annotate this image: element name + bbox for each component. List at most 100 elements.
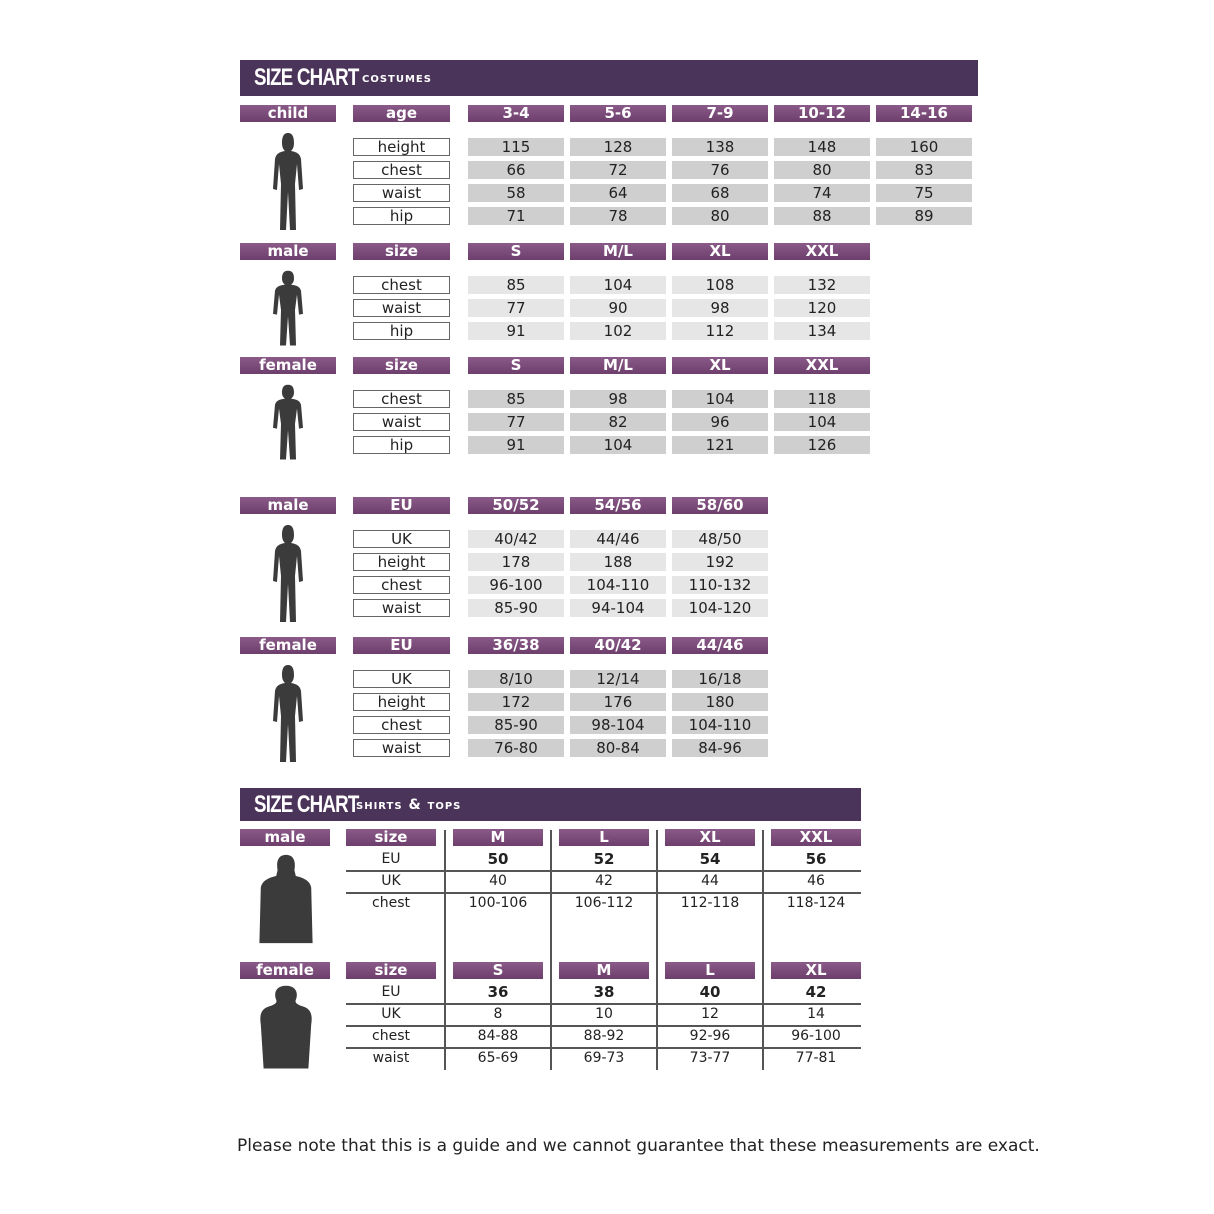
measurement-label: chest	[372, 1028, 410, 1044]
value-cell: 188	[570, 553, 666, 571]
value-cell: 192	[672, 553, 768, 571]
value-cell: 82	[570, 413, 666, 431]
row-divider	[346, 892, 861, 894]
measurement-label: waist	[372, 1050, 410, 1066]
measurement-label: UK	[353, 530, 450, 548]
key-label: size	[353, 357, 450, 374]
value-cell: 71	[468, 207, 564, 225]
male-silhouette-icon	[273, 525, 303, 622]
value-cell: 46	[807, 873, 825, 889]
size-column-header: 14-16	[876, 105, 972, 122]
value-cell: 88	[774, 207, 870, 225]
value-cell: 180	[672, 693, 768, 711]
value-cell: 115	[468, 138, 564, 156]
value-cell: 104	[570, 436, 666, 454]
measurement-label: height	[353, 138, 450, 156]
size-column-header: L	[559, 829, 649, 846]
measurement-label: hip	[353, 322, 450, 340]
group-label: male	[240, 829, 330, 846]
value-cell: 126	[774, 436, 870, 454]
value-cell: 112	[672, 322, 768, 340]
size-column-header: S	[468, 357, 564, 374]
value-cell: 65-69	[477, 1050, 519, 1066]
value-cell: 68	[672, 184, 768, 202]
value-cell: 38	[593, 983, 615, 1001]
size-column-header: XXL	[774, 357, 870, 374]
value-cell: 75	[876, 184, 972, 202]
row-divider	[346, 1047, 861, 1049]
size-column-header: 44/46	[672, 637, 768, 654]
size-column-header: M/L	[570, 357, 666, 374]
value-cell: 8	[493, 1006, 503, 1022]
value-cell: 77	[468, 299, 564, 317]
value-cell: 98	[570, 390, 666, 408]
value-cell: 134	[774, 322, 870, 340]
value-cell: 80-84	[570, 739, 666, 757]
value-cell: 50	[487, 850, 509, 868]
value-cell: 44/46	[570, 530, 666, 548]
value-cell: 80	[774, 161, 870, 179]
value-cell: 77-81	[795, 1050, 837, 1066]
value-cell: 172	[468, 693, 564, 711]
value-cell: 96-100	[468, 576, 564, 594]
measurement-label: EU	[381, 984, 401, 1000]
value-cell: 54	[699, 850, 721, 868]
value-cell: 104	[672, 390, 768, 408]
value-cell: 104	[570, 276, 666, 294]
value-cell: 84-88	[477, 1028, 519, 1044]
value-cell: 73-77	[689, 1050, 731, 1066]
size-column-header: XXL	[771, 829, 861, 846]
value-cell: 118-124	[786, 895, 846, 911]
size-column-header: M/L	[570, 243, 666, 260]
measurement-label: hip	[353, 436, 450, 454]
value-cell: 104	[774, 413, 870, 431]
size-column-header: 50/52	[468, 497, 564, 514]
size-column-header: 10-12	[774, 105, 870, 122]
value-cell: 104-110	[672, 716, 768, 734]
disclaimer: Please note that this is a guide and we …	[237, 1136, 1040, 1156]
size-column-header: 58/60	[672, 497, 768, 514]
value-cell: 94-104	[570, 599, 666, 617]
group-label: female	[240, 637, 336, 654]
key-label: size	[346, 962, 436, 979]
size-column-header: S	[453, 962, 543, 979]
group-label: female	[240, 357, 336, 374]
value-cell: 12/14	[570, 670, 666, 688]
value-cell: 90	[570, 299, 666, 317]
size-column-header: 54/56	[570, 497, 666, 514]
measurement-label: chest	[372, 895, 410, 911]
column-divider	[762, 830, 764, 1070]
row-divider	[346, 1025, 861, 1027]
value-cell: 12	[701, 1006, 719, 1022]
value-cell: 148	[774, 138, 870, 156]
value-cell: 76-80	[468, 739, 564, 757]
size-column-header: 7-9	[672, 105, 768, 122]
key-label: size	[346, 829, 436, 846]
value-cell: 121	[672, 436, 768, 454]
value-cell: 106-112	[574, 895, 634, 911]
size-column-header: XXL	[774, 243, 870, 260]
value-cell: 108	[672, 276, 768, 294]
value-cell: 8/10	[468, 670, 564, 688]
key-label: EU	[353, 497, 450, 514]
measurement-label: waist	[353, 739, 450, 757]
value-cell: 85-90	[468, 599, 564, 617]
measurement-label: hip	[353, 207, 450, 225]
measurement-label: chest	[353, 161, 450, 179]
value-cell: 85	[468, 390, 564, 408]
value-cell: 118	[774, 390, 870, 408]
value-cell: 83	[876, 161, 972, 179]
value-cell: 96	[672, 413, 768, 431]
value-cell: 100-106	[468, 895, 528, 911]
value-cell: 56	[805, 850, 827, 868]
value-cell: 42	[805, 983, 827, 1001]
size-column-header: XL	[665, 829, 755, 846]
value-cell: 40/42	[468, 530, 564, 548]
column-divider	[550, 830, 552, 1070]
value-cell: 58	[468, 184, 564, 202]
value-cell: 64	[570, 184, 666, 202]
female-silhouette-icon	[273, 384, 303, 460]
measurement-label: UK	[381, 873, 401, 889]
size-column-header: XL	[672, 357, 768, 374]
measurement-label: waist	[353, 184, 450, 202]
